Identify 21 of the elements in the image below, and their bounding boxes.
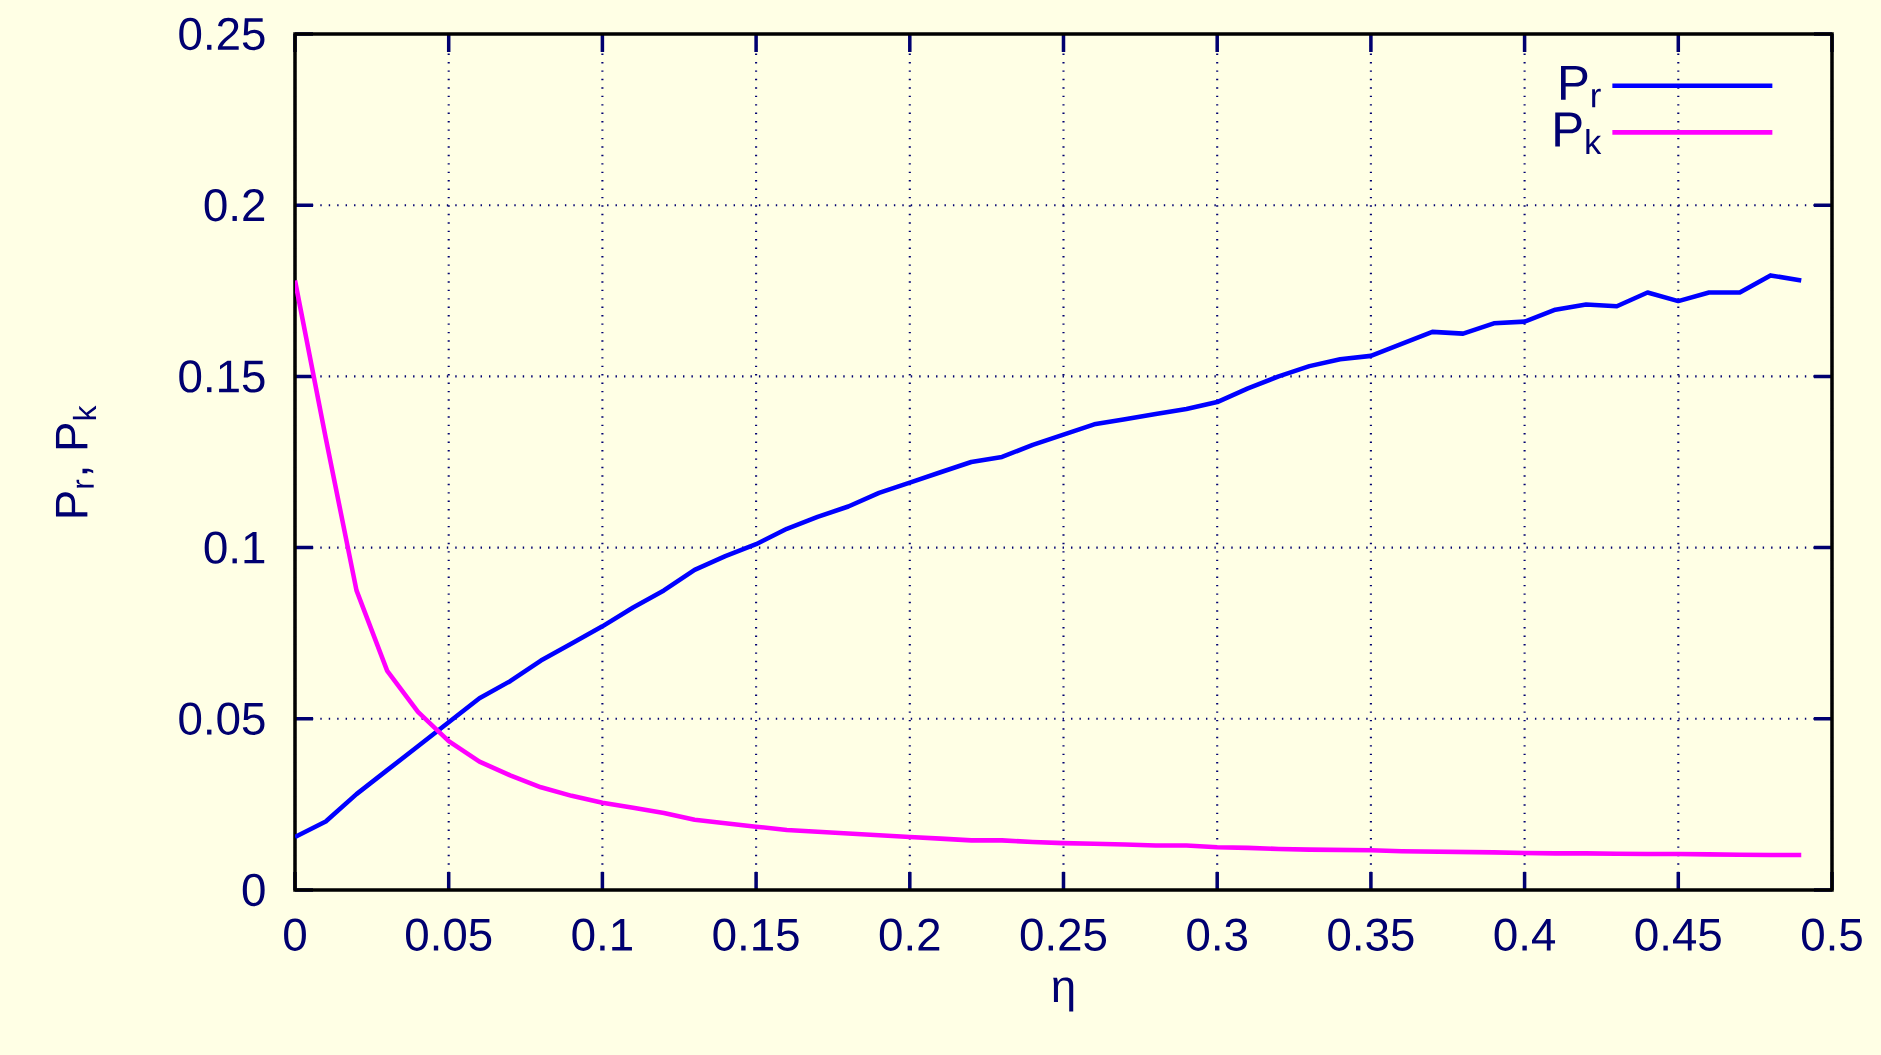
y-tick-label: 0	[242, 873, 265, 907]
x-tick-label: 0.3	[1187, 918, 1247, 951]
x-tick-label: 0.2	[879, 918, 940, 951]
y-tick-label: 0.15	[179, 360, 265, 393]
y-tick-label: 0.25	[179, 17, 265, 51]
x-tick-label: 0.45	[1635, 918, 1721, 951]
y-tick-label: 0.2	[204, 189, 265, 222]
x-tick-label: 0.1	[572, 918, 632, 951]
legend-label: P$_{r}$	[1561, 65, 1601, 108]
x-tick-label: 0.15	[713, 918, 799, 951]
y-axis-title: P$_{r}$, P$_{k}$	[55, 405, 97, 517]
y-tick-label: 0.1	[204, 531, 265, 564]
x-tick-label: 0	[284, 918, 306, 951]
x-tick-label: 0.25	[1020, 918, 1107, 951]
x-tick-label: 0.4	[1494, 918, 1556, 951]
x-tick-label: 0.5	[1802, 918, 1862, 951]
y-tick-label: 0.05	[179, 702, 265, 735]
legend-label: P$_{k}$	[1555, 112, 1602, 155]
x-tick-label: 0.05	[406, 918, 492, 951]
x-axis-title: η	[1053, 977, 1074, 1012]
x-tick-label: 0.35	[1328, 918, 1414, 951]
